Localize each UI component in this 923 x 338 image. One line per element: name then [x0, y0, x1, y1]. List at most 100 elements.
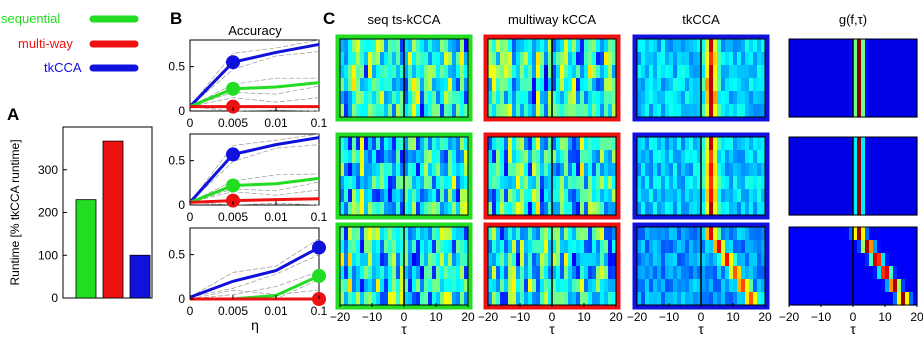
- panel-c-heat-cell: [869, 279, 874, 293]
- panel-c-heat-cell: [600, 189, 605, 203]
- panel-c-heat-cell: [380, 104, 385, 118]
- panel-c-heat-cell: [416, 227, 421, 241]
- panel-c-heat-cell: [665, 253, 670, 267]
- panel-c-heat-cell: [809, 78, 814, 92]
- panel-c-heat-cell: [500, 52, 505, 66]
- panel-c-heat-cell: [837, 104, 842, 118]
- panel-c-heat-cell: [845, 279, 850, 293]
- panel-c-heat-cell: [372, 65, 377, 79]
- panel-c-heat-cell: [673, 150, 678, 164]
- panel-c-heat-cell: [745, 266, 750, 280]
- panel-c-heat-cell: [388, 176, 393, 190]
- panel-c-heat-cell: [753, 39, 758, 53]
- panel-c-heat-cell: [737, 78, 742, 92]
- panel-c-heat-cell: [504, 292, 509, 306]
- panel-c-heat-cell: [388, 227, 393, 241]
- panel-c-heat-cell: [713, 266, 718, 280]
- panel-c-heat-cell: [584, 104, 589, 118]
- panel-b-x-axis-label: η: [251, 317, 259, 333]
- panel-c-heat-cell: [380, 163, 385, 177]
- panel-c-heat-cell: [604, 163, 609, 177]
- panel-c-heat-cell: [612, 240, 617, 254]
- panel-c-heat-cell: [753, 202, 758, 216]
- panel-c-heat-cell: [901, 104, 906, 118]
- panel-c-heat-cell: [456, 52, 461, 66]
- panel-c-heat-cell: [677, 91, 682, 105]
- panel-c-heat-cell: [548, 292, 553, 306]
- panel-c-heat-cell: [348, 91, 353, 105]
- panel-c-heat-cell: [849, 39, 854, 53]
- panel-c-heat-cell: [516, 176, 521, 190]
- panel-c-heat-cell: [540, 150, 545, 164]
- panel-c-heat-cell: [701, 39, 706, 53]
- panel-c-heat-cell: [749, 78, 754, 92]
- panel-c-heat-cell: [869, 65, 874, 79]
- panel-c-heat-cell: [392, 189, 397, 203]
- panel-c-heat-cell: [717, 150, 722, 164]
- panel-c-heat-cell: [853, 39, 858, 53]
- panel-c-heat-cell: [540, 279, 545, 293]
- panel-c-heat-cell: [364, 65, 369, 79]
- panel-c-heat-cell: [396, 202, 401, 216]
- panel-c-heat-cell: [745, 52, 750, 66]
- panel-c-heat-cell: [817, 240, 822, 254]
- panel-c-heat-cell: [356, 163, 361, 177]
- panel-c-heat-cell: [701, 279, 706, 293]
- panel-c-heat-cell: [697, 150, 702, 164]
- panel-c-heat-cell: [849, 253, 854, 267]
- panel-c-heat-cell: [464, 266, 469, 280]
- panel-c-heat-cell: [653, 163, 658, 177]
- panel-c-heat-cell: [592, 227, 597, 241]
- panel-c-heat-cell: [741, 150, 746, 164]
- panel-c-heat-cell: [893, 227, 898, 241]
- panel-c-heat-cell: [753, 78, 758, 92]
- panel-c-heat-cell: [869, 292, 874, 306]
- panel-c-heat-cell: [528, 253, 533, 267]
- panel-c-heat-cell: [448, 176, 453, 190]
- panel-c-heat-cell: [360, 253, 365, 267]
- panel-c-heat-cell: [849, 137, 854, 151]
- panel-b-x-tick-label: 0.1: [311, 116, 328, 130]
- panel-c-heat-cell: [821, 266, 826, 280]
- panel-c-heat-cell: [649, 253, 654, 267]
- panel-c-heat-cell: [528, 176, 533, 190]
- panel-c-heat-cell: [340, 104, 345, 118]
- panel-c-heat-cell: [612, 163, 617, 177]
- panel-c-heat-cell: [508, 163, 513, 177]
- panel-c-heat-cell: [580, 266, 585, 280]
- panel-c-heat-cell: [568, 78, 573, 92]
- panel-c-heat-cell: [637, 292, 642, 306]
- panel-c-heat-cell: [853, 65, 858, 79]
- panel-c-heat-cell: [645, 176, 650, 190]
- panel-c-heat-cell: [857, 266, 862, 280]
- panel-c-heat-cell: [532, 78, 537, 92]
- panel-c-heat-cell: [584, 240, 589, 254]
- panel-c-heat-cell: [448, 137, 453, 151]
- panel-c-heatmap-r2-c4: [788, 136, 918, 216]
- panel-c-heat-cell: [881, 163, 886, 177]
- panel-c-heat-cell: [412, 240, 417, 254]
- panel-c-heat-cell: [681, 189, 686, 203]
- panel-c-heat-cell: [761, 266, 766, 280]
- panel-c-heat-cell: [376, 91, 381, 105]
- panel-b-series-marker: [226, 193, 240, 208]
- panel-c-heat-cell: [588, 202, 593, 216]
- panel-c-heat-cell: [364, 253, 369, 267]
- panel-c-heat-cell: [604, 227, 609, 241]
- panel-c-heat-cell: [348, 137, 353, 151]
- panel-c-heat-cell: [612, 78, 617, 92]
- panel-c-heat-cell: [376, 227, 381, 241]
- panel-b-title: Accuracy: [228, 23, 282, 38]
- panel-c-heat-cell: [845, 78, 850, 92]
- panel-c-heat-cell: [725, 240, 730, 254]
- panel-c-heat-cell: [440, 227, 445, 241]
- panel-b-subplot-2: 00.50 0.005 0.01 0.1: [168, 133, 328, 224]
- panel-c-heat-cell: [669, 150, 674, 164]
- panel-c-heat-cell: [464, 163, 469, 177]
- panel-c-heat-cell: [532, 292, 537, 306]
- panel-c-heat-cell: [420, 176, 425, 190]
- panel-c-heat-cell: [396, 227, 401, 241]
- panel-c-heat-cell: [881, 91, 886, 105]
- panel-c-heat-cell: [805, 78, 810, 92]
- panel-c-heat-cell: [669, 292, 674, 306]
